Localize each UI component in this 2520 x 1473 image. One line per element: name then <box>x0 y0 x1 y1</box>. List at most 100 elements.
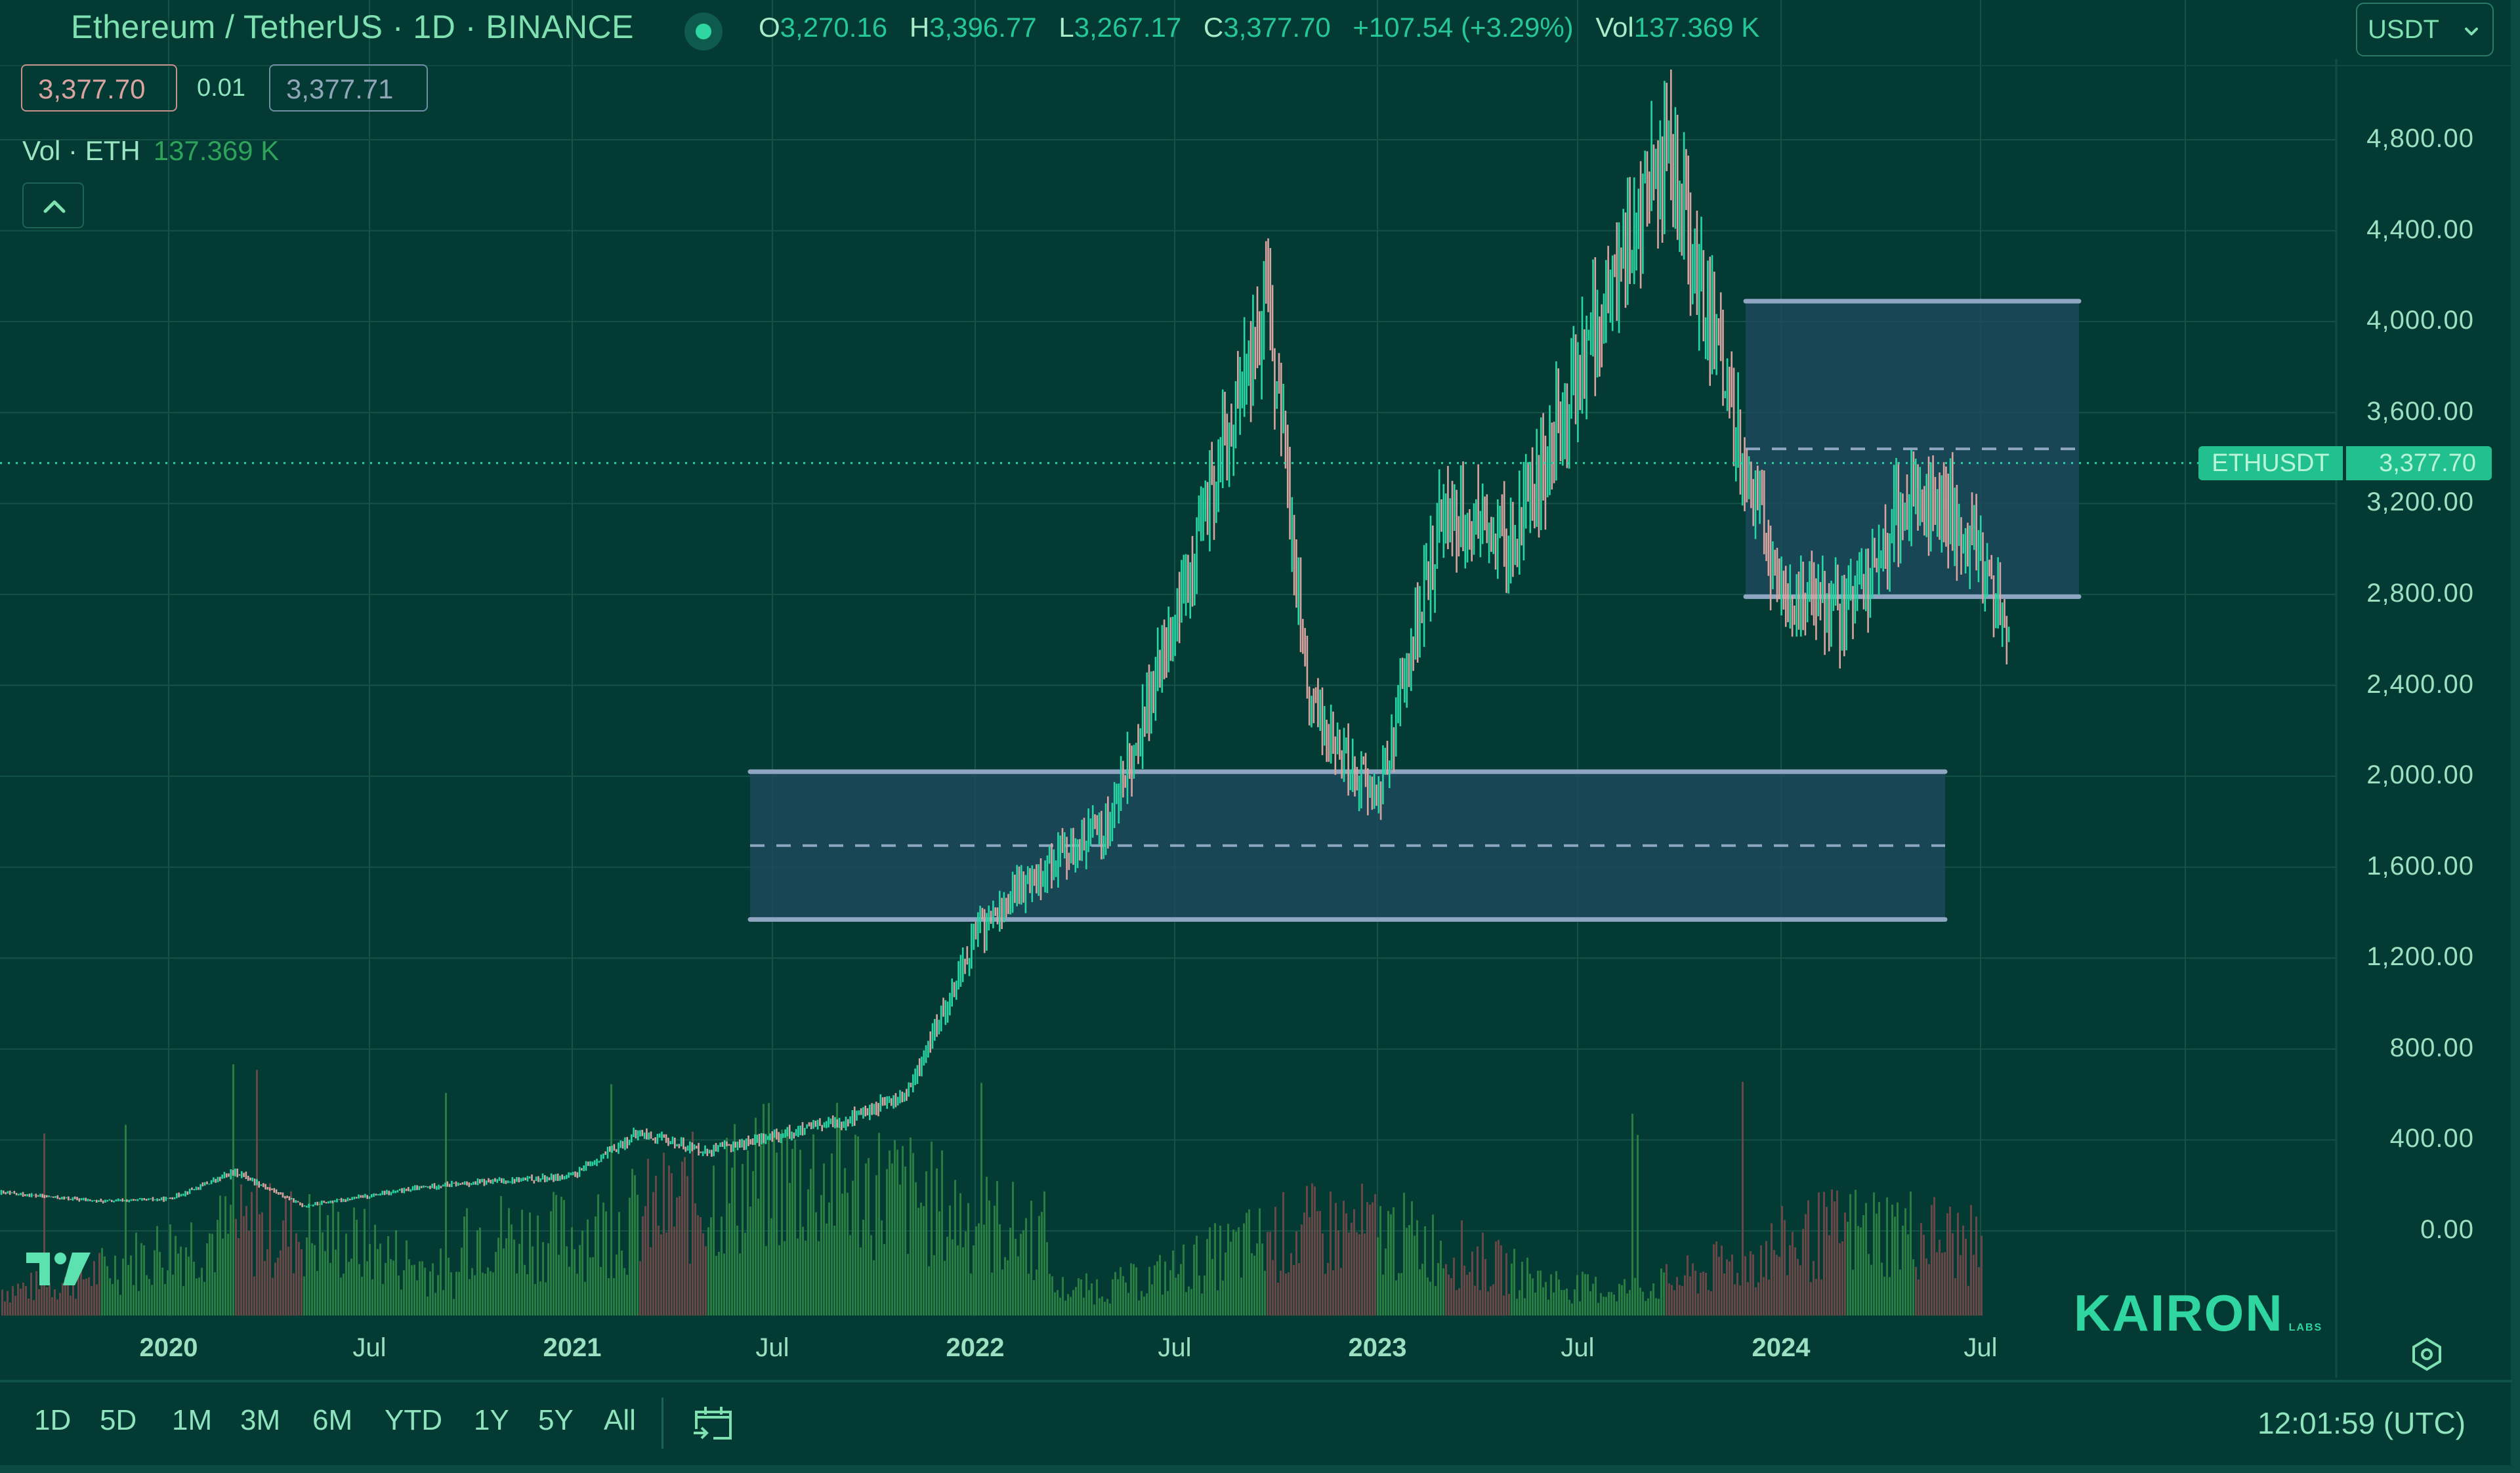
time-axis-label: 2020 <box>139 1333 198 1362</box>
chart-settings-icon[interactable] <box>2408 1336 2445 1373</box>
volume-bar <box>25 1286 27 1316</box>
volume-bar <box>1584 1274 1586 1316</box>
volume-bar <box>1377 1237 1379 1316</box>
symbol-price-tag: ETHUSDT <box>2198 446 2343 480</box>
volume-bar <box>773 1132 775 1316</box>
volume-bar <box>689 1263 691 1316</box>
volume-bar <box>350 1258 352 1316</box>
volume-bar <box>1718 1256 1720 1316</box>
volume-bar <box>1897 1202 1899 1316</box>
volume-bar <box>1574 1289 1576 1316</box>
volume-bar <box>1873 1192 1875 1316</box>
volume-bar <box>1925 1258 1927 1316</box>
open-value: 3,270.16 <box>780 12 888 43</box>
volume-bar <box>1868 1254 1870 1316</box>
volume-bar <box>1477 1246 1479 1316</box>
volume-bar <box>1847 1222 1849 1316</box>
timezone-clock[interactable]: 12:01:59 (UTC) <box>2258 1406 2466 1440</box>
volume-bar <box>1563 1289 1565 1316</box>
volume-bar <box>238 1237 240 1316</box>
volume-bar <box>1760 1245 1762 1316</box>
volume-bar <box>755 1117 757 1316</box>
volume-bar <box>1747 1282 1749 1316</box>
price-axis-label: 2,400.00 <box>2366 669 2474 699</box>
volume-bar <box>1513 1249 1515 1316</box>
volume-bar <box>1616 1301 1618 1316</box>
volume-bar <box>369 1244 371 1316</box>
volume-bar <box>1243 1223 1245 1316</box>
volume-bar <box>287 1247 289 1316</box>
volume-bar <box>7 1291 9 1316</box>
volume-bar <box>1684 1275 1686 1316</box>
volume-indicator-legend[interactable]: Vol · ETH 137.369 K <box>22 135 279 167</box>
volume-bar <box>101 1248 103 1316</box>
tradingview-logo-icon[interactable] <box>26 1250 97 1288</box>
volume-bar <box>650 1247 652 1316</box>
symbol-title[interactable]: Ethereum / TetherUS · 1D · BINANCE <box>71 9 635 45</box>
volume-bar <box>608 1278 610 1316</box>
volume-bar <box>114 1255 116 1316</box>
range-button-ytd[interactable]: YTD <box>385 1404 442 1436</box>
volume-bar <box>1582 1272 1584 1316</box>
collapse-legend-button[interactable] <box>22 182 84 228</box>
volume-bar <box>293 1273 295 1316</box>
volume-bar <box>1484 1258 1486 1316</box>
volume-bar <box>311 1243 313 1316</box>
range-button-all[interactable]: All <box>604 1404 636 1436</box>
volume-bar <box>1474 1285 1476 1316</box>
volume-bar <box>671 1173 673 1316</box>
range-button-1y[interactable]: 1Y <box>474 1404 509 1436</box>
volume-bar <box>1589 1291 1591 1316</box>
buy-price-button[interactable]: 3,377.71 <box>269 64 428 112</box>
volume-bar <box>235 1218 237 1316</box>
volume-bar <box>1185 1292 1187 1316</box>
volume-bar <box>437 1275 439 1316</box>
volume-bar <box>217 1220 219 1316</box>
volume-bar <box>1524 1298 1526 1316</box>
range-box[interactable] <box>750 772 1945 920</box>
volume-bar <box>1954 1277 1956 1316</box>
volume-bar <box>59 1293 61 1316</box>
volume-bar <box>1214 1223 1216 1316</box>
volume-bar <box>495 1252 497 1316</box>
range-button-6m[interactable]: 6M <box>312 1404 353 1436</box>
volume-bar <box>957 1245 959 1316</box>
volume-bar <box>1232 1229 1234 1316</box>
volume-bar <box>605 1211 607 1316</box>
volume-bar <box>644 1206 646 1316</box>
volume-bar <box>1183 1244 1185 1316</box>
volume-bar <box>920 1202 922 1316</box>
volume-bar <box>83 1279 85 1316</box>
volume-bar <box>1240 1277 1242 1316</box>
volume-bar <box>1692 1263 1694 1316</box>
volume-bar <box>1765 1241 1767 1316</box>
volume-bar <box>1225 1252 1227 1316</box>
volume-bar <box>1981 1235 1983 1316</box>
volume-bar <box>1555 1271 1557 1316</box>
currency-select[interactable]: USDT <box>2356 3 2494 56</box>
range-button-3m[interactable]: 3M <box>240 1404 281 1436</box>
volume-bar <box>1201 1293 1203 1316</box>
volume-bar <box>1610 1292 1612 1316</box>
volume-bar <box>180 1246 182 1316</box>
volume-bar <box>1112 1279 1114 1316</box>
sell-price-button[interactable]: 3,377.70 <box>21 64 177 112</box>
range-button-1m[interactable]: 1M <box>172 1404 213 1436</box>
range-button-5y[interactable]: 5Y <box>538 1404 574 1436</box>
volume-bar <box>41 1279 43 1316</box>
volume-bar <box>264 1260 266 1316</box>
volume-bar <box>1274 1207 1276 1316</box>
volume-bar <box>1062 1277 1064 1316</box>
volume-bar <box>295 1233 297 1316</box>
range-button-1d[interactable]: 1D <box>34 1404 72 1436</box>
volume-bar <box>1479 1290 1481 1316</box>
volume-bar <box>1398 1273 1400 1316</box>
volume-bar <box>1253 1255 1255 1316</box>
volume-bar <box>416 1280 418 1316</box>
range-button-5d[interactable]: 5D <box>100 1404 137 1436</box>
volume-bar <box>224 1196 226 1316</box>
go-to-date-calendar-icon[interactable] <box>691 1401 737 1447</box>
volume-bar <box>1658 1298 1660 1316</box>
volume-bar <box>466 1208 468 1316</box>
